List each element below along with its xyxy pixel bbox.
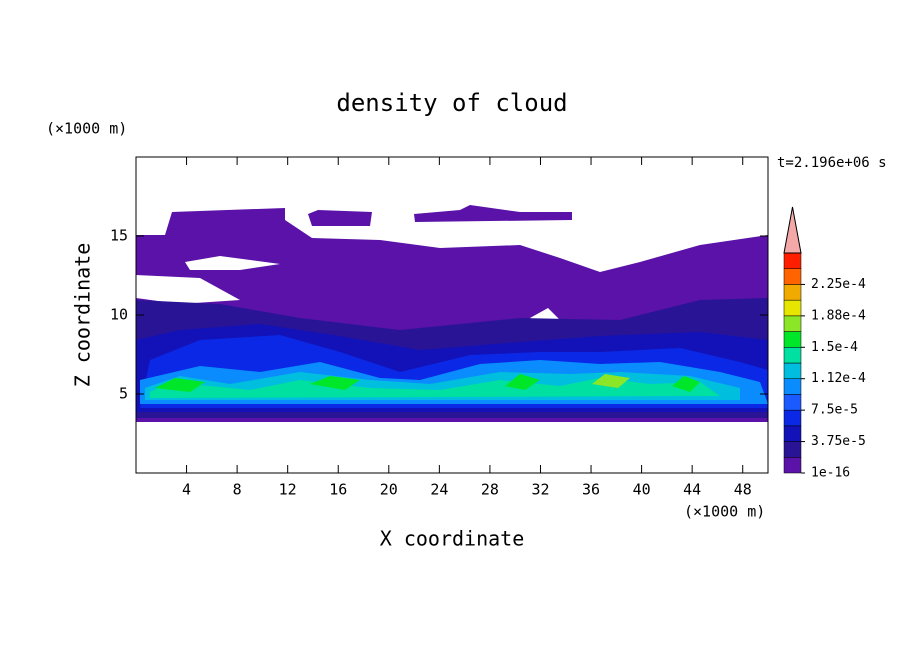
colorbar-box	[783, 362, 802, 379]
x-tick-label: 16	[329, 481, 347, 499]
colorbar-label: 1.88e-4	[811, 308, 866, 323]
y-tick-label: 5	[119, 385, 128, 403]
colorbar-box	[783, 299, 802, 317]
y-axis-label: Z coordinate	[71, 243, 95, 388]
x-tick-label: 48	[734, 481, 752, 499]
colorbar-box	[783, 315, 802, 332]
colorbar-label: 7.5e-5	[811, 403, 858, 418]
x-tick-label: 36	[582, 481, 600, 499]
colorbar-box	[783, 409, 802, 427]
colorbar-label: 3.75e-5	[811, 434, 866, 449]
x-tick-label: 44	[683, 481, 701, 499]
x-tick-label: 40	[633, 481, 651, 499]
colorbar-label: 1.12e-4	[811, 371, 866, 386]
y-tick-label: 15	[110, 227, 128, 245]
colorbar-box	[783, 347, 802, 364]
colorbar-box	[783, 331, 802, 348]
colorbar-box	[783, 252, 802, 269]
colorbar-box	[783, 394, 802, 411]
chart-title: density of cloud	[336, 89, 567, 117]
x-unit: (×1000 m)	[684, 503, 765, 521]
colorbar-box	[783, 425, 802, 442]
x-axis-label: X coordinate	[380, 527, 525, 551]
colorbar-box	[783, 441, 802, 458]
contour-field	[136, 205, 768, 422]
y-unit: (×1000 m)	[46, 120, 127, 138]
x-tick-label: 12	[279, 481, 297, 499]
x-tick-label: 8	[233, 481, 242, 499]
colorbar-box	[783, 378, 802, 395]
colorbar-label: 1.5e-4	[811, 340, 858, 355]
x-tick-label: 28	[481, 481, 499, 499]
colorbar-extend	[783, 206, 802, 254]
x-tick-label: 32	[531, 481, 549, 499]
colorbar-label: 2.25e-4	[811, 277, 866, 292]
x-tick-label: 4	[182, 481, 191, 499]
y-tick-label: 10	[110, 306, 128, 324]
colorbar-box	[783, 268, 802, 285]
colorbar-box	[783, 457, 802, 474]
x-tick-label: 20	[380, 481, 398, 499]
colorbar-box	[783, 284, 802, 301]
time-label: t=2.196e+06 s	[777, 155, 887, 171]
x-tick-label: 24	[430, 481, 448, 499]
colorbar-label: 1e-16	[811, 466, 850, 481]
